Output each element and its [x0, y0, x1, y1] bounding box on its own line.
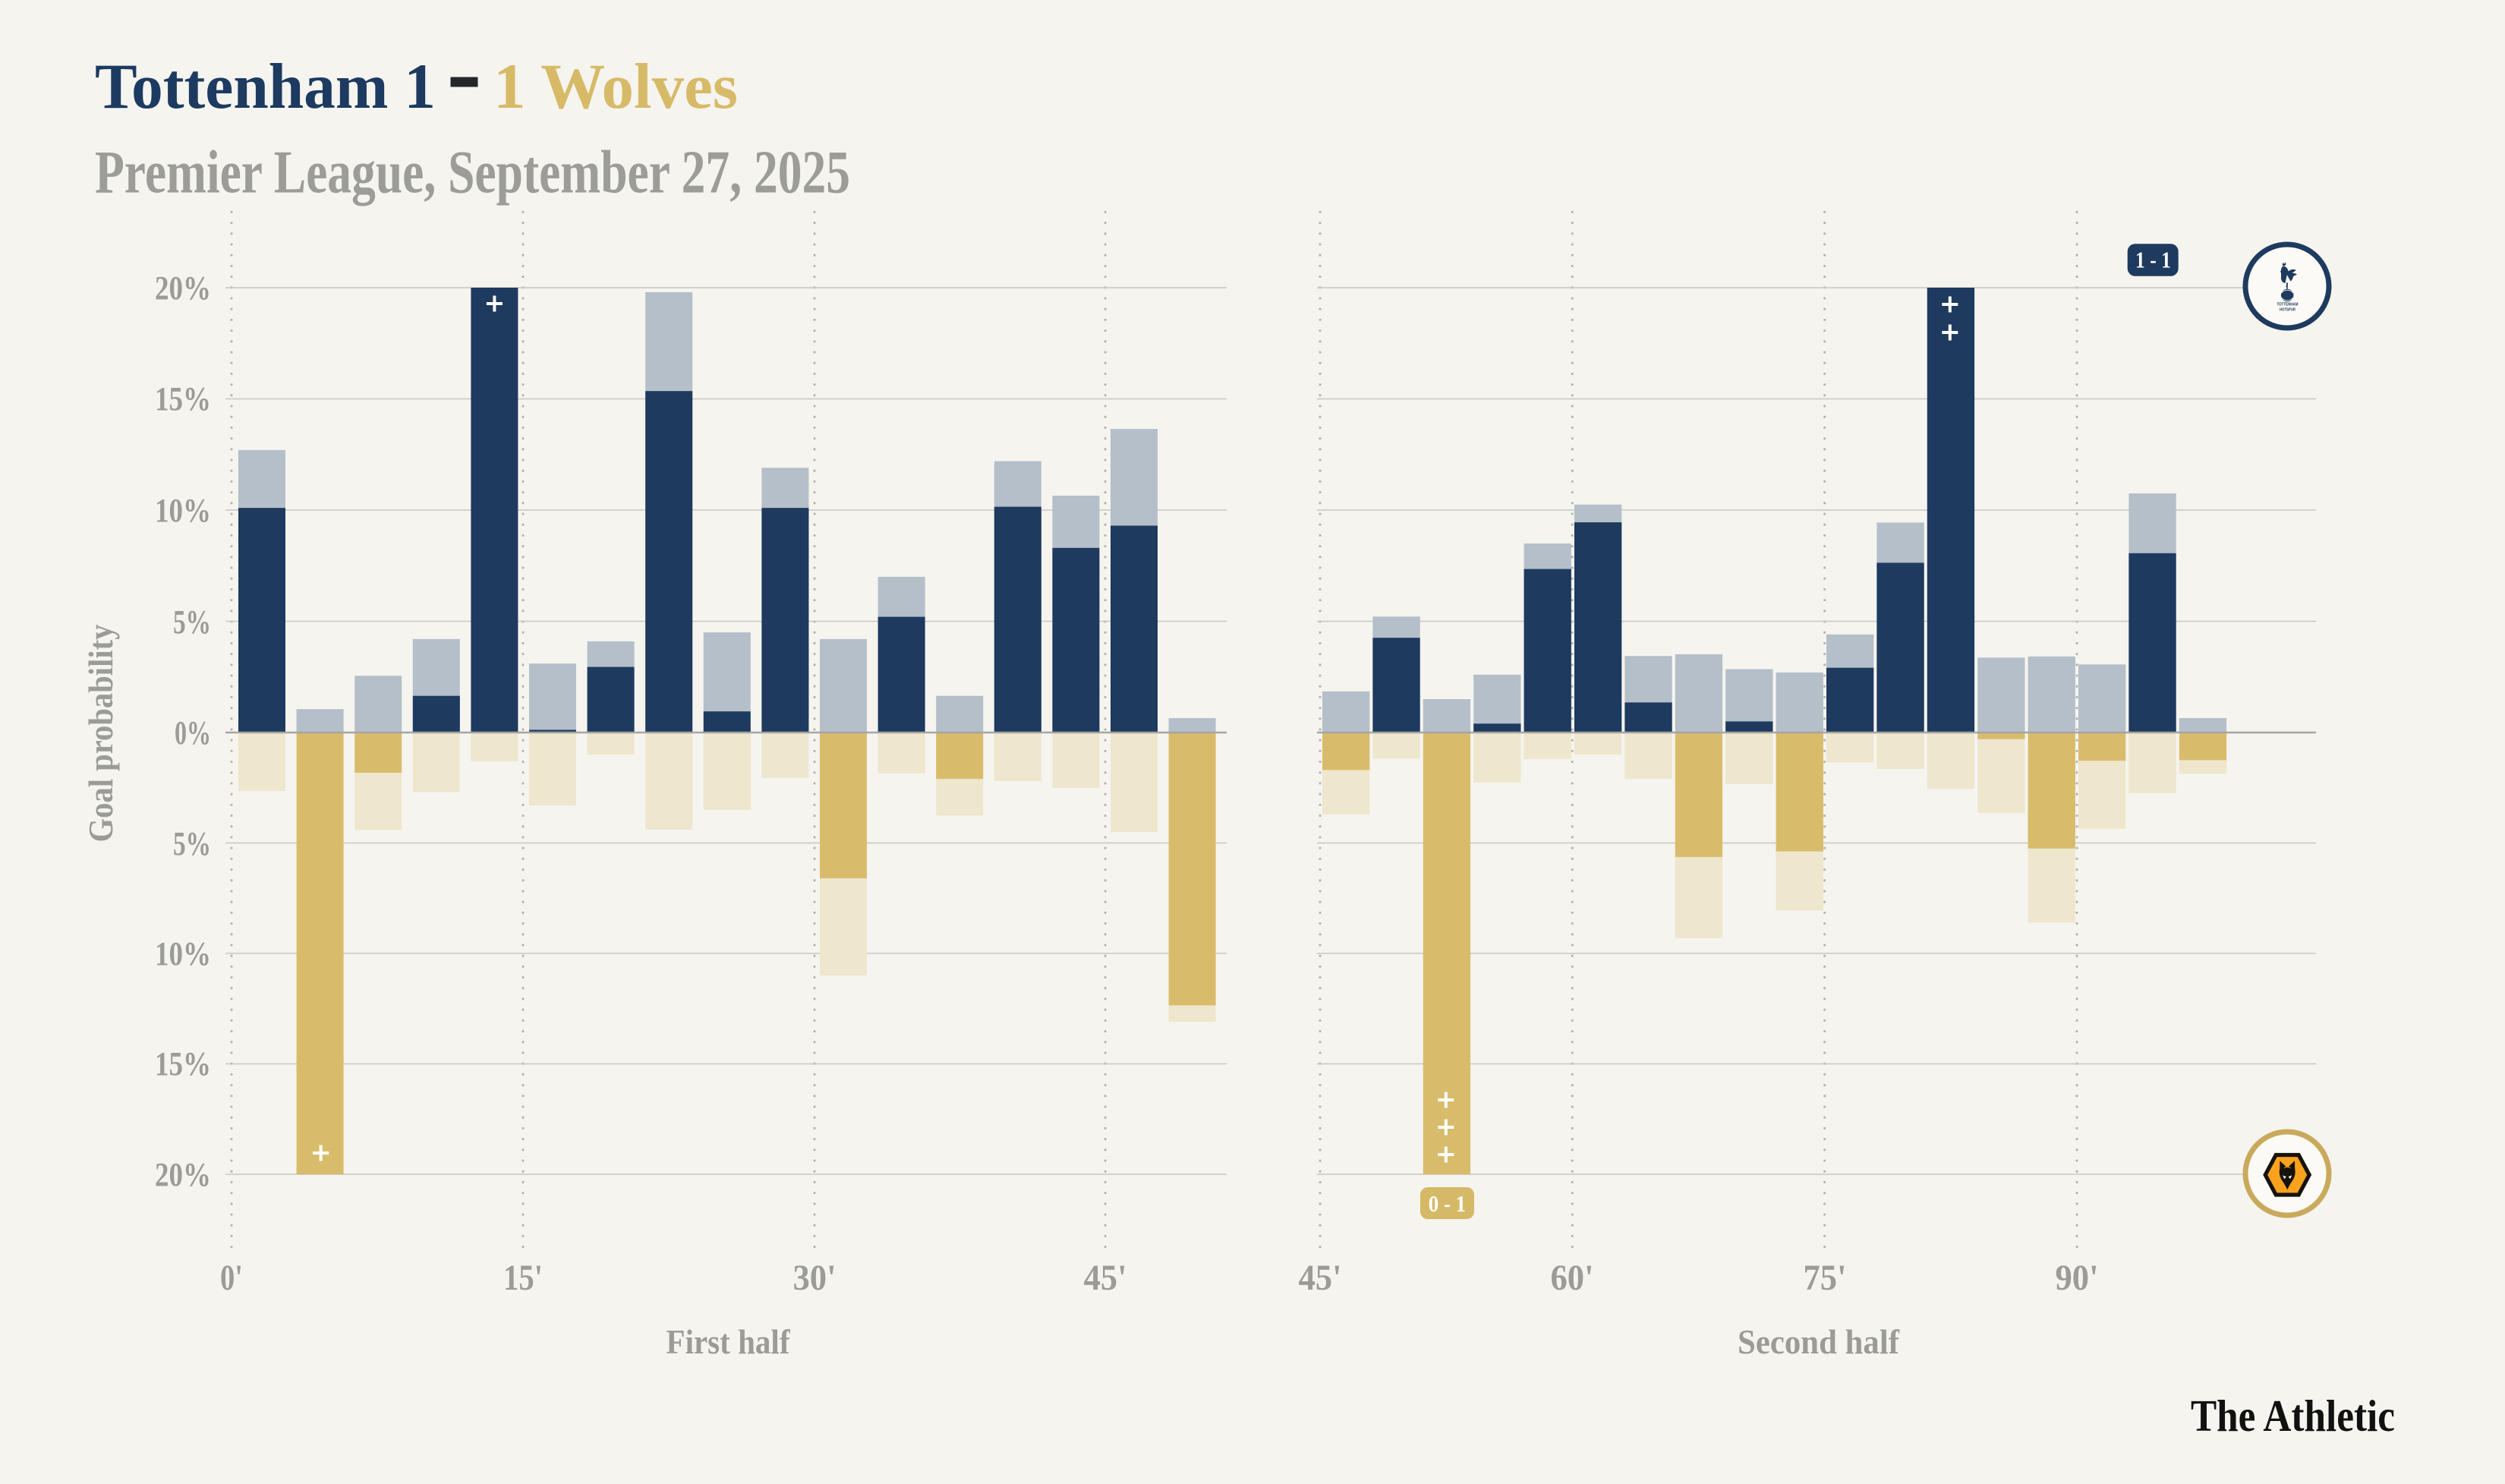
svg-text:20%: 20% — [155, 1156, 211, 1193]
svg-text:Tottenham 1: Tottenham 1 — [95, 51, 436, 122]
svg-text:Premier League, September 27,: Premier League, September 27, 2025 — [95, 138, 850, 206]
svg-text:15%: 15% — [155, 380, 211, 417]
svg-text:20%: 20% — [155, 269, 211, 307]
svg-text:0%: 0% — [175, 714, 211, 751]
svg-text:15%: 15% — [155, 1045, 211, 1082]
svg-text:0 - 1: 0 - 1 — [1429, 1190, 1467, 1217]
svg-text:0': 0' — [220, 1258, 243, 1298]
svg-text:60': 60' — [1551, 1258, 1594, 1298]
svg-text:The Athletic: The Athletic — [2191, 1391, 2395, 1441]
svg-text:Goal probability: Goal probability — [82, 624, 120, 842]
svg-text:45': 45' — [1299, 1258, 1342, 1298]
svg-text:HOTSPUR: HOTSPUR — [2280, 308, 2295, 313]
svg-text:5%: 5% — [173, 825, 211, 862]
svg-text:1 - 1: 1 - 1 — [2135, 247, 2171, 273]
svg-text:30': 30' — [793, 1258, 837, 1298]
svg-text:First half: First half — [666, 1323, 791, 1361]
svg-text:10%: 10% — [155, 492, 211, 529]
svg-text:5%: 5% — [173, 603, 211, 641]
svg-text:45': 45' — [1084, 1258, 1127, 1298]
svg-text:90': 90' — [2056, 1258, 2099, 1298]
svg-text:10%: 10% — [155, 935, 211, 972]
svg-text:15': 15' — [503, 1258, 543, 1298]
svg-text:1 Wolves: 1 Wolves — [493, 51, 738, 122]
svg-text:TOTTENHAM: TOTTENHAM — [2277, 303, 2299, 307]
svg-text:75': 75' — [1804, 1258, 1847, 1298]
svg-text:Second half: Second half — [1738, 1323, 1900, 1361]
